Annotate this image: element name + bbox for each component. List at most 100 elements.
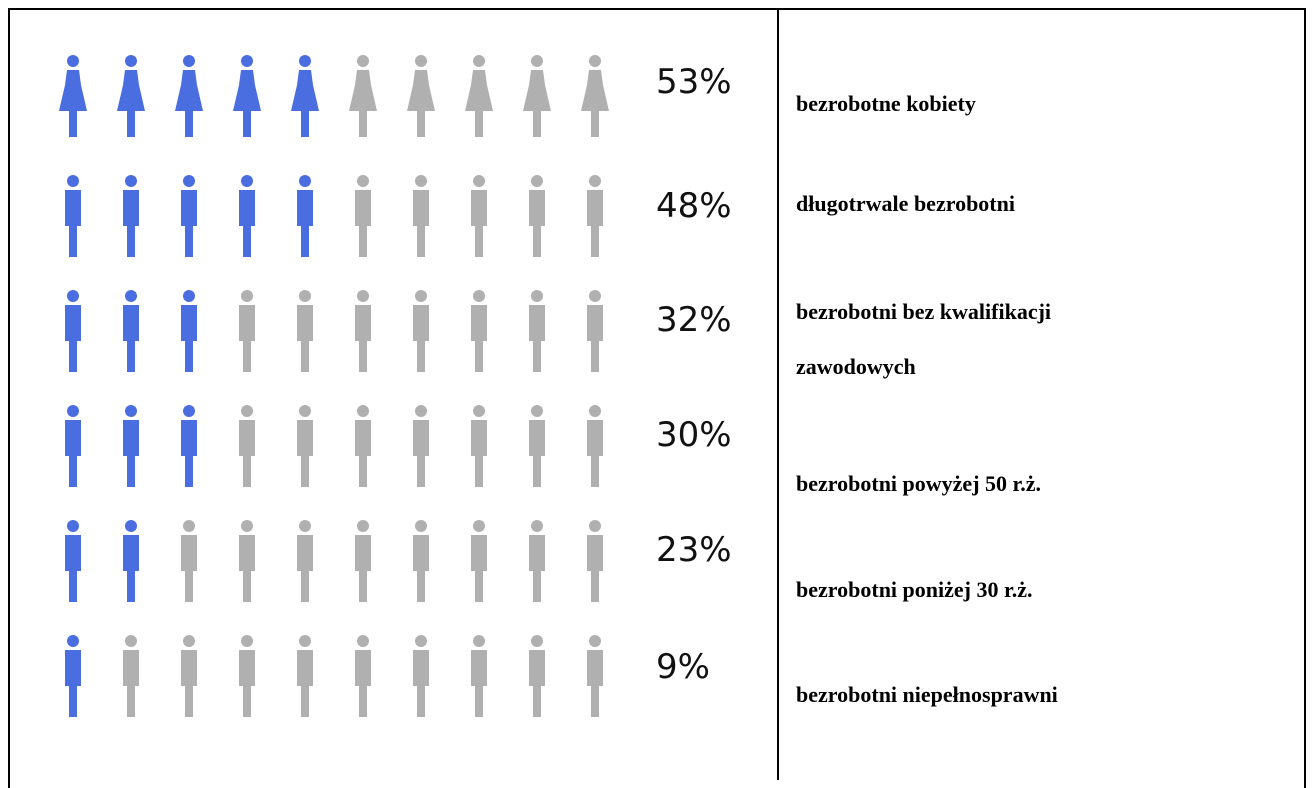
icon-legs [359,685,367,717]
icon-legs [243,111,251,137]
icon-head [241,405,253,417]
category-label: długotrwale bezrobotni [796,191,1015,216]
icon [355,635,371,717]
icon-legs [591,340,599,372]
icon [181,635,197,717]
value-label: 30% [656,415,732,455]
icon-legs [359,225,367,257]
icon-head [183,290,195,302]
icon-head [589,405,601,417]
icon-legs [533,111,541,137]
icon-body [123,420,139,456]
icon-legs [301,455,309,487]
value-label: 23% [656,530,732,570]
icon-row [65,520,603,602]
icon-legs [185,111,193,137]
icon-body [65,535,81,571]
icon [297,290,313,372]
icon-legs [301,340,309,372]
icon-legs [475,455,483,487]
icon [471,175,487,257]
icon-body [587,650,603,686]
icon-body [59,70,87,111]
icon-body [529,305,545,341]
value-label: 9% [656,647,710,687]
icon [123,175,139,257]
icon-legs [417,111,425,137]
icon-legs [591,570,599,602]
icon-legs [69,685,77,717]
icon-body [123,305,139,341]
icon-head [125,290,137,302]
icon-legs [533,685,541,717]
icon-head [415,405,427,417]
icon-head [183,55,195,67]
icon [297,405,313,487]
icon-head [589,520,601,532]
icon-legs [243,340,251,372]
icon-legs [69,225,77,257]
icon-legs [359,340,367,372]
icon-head [299,55,311,67]
icon-legs [69,111,77,137]
icon-body [123,190,139,226]
category-label: bezrobotni poniżej 30 r.ż. [796,577,1033,602]
icon-legs [417,340,425,372]
icon-head [473,55,485,67]
icon-head [125,520,137,532]
icon [181,405,197,487]
icon-legs [185,225,193,257]
icon-head [67,55,79,67]
category-label: bezrobotni powyżej 50 r.ż. [796,471,1042,496]
icon-body [65,420,81,456]
icon [471,520,487,602]
icon-legs [301,111,309,137]
icon [65,405,81,487]
icon [239,175,255,257]
icon-body [587,305,603,341]
icon [529,290,545,372]
icon [413,290,429,372]
icon-body [297,305,313,341]
icon-head [473,635,485,647]
icon-row [59,55,609,137]
icon-legs [127,455,135,487]
icon-legs [417,455,425,487]
icon-legs [301,570,309,602]
icon-head [473,405,485,417]
icon-body [181,535,197,571]
icon-legs [417,225,425,257]
icon [355,405,371,487]
icon-legs [533,455,541,487]
icon [349,55,377,137]
icon [529,175,545,257]
icon-head [415,520,427,532]
icon-head [125,55,137,67]
icon-legs [127,225,135,257]
icon-head [531,175,543,187]
icon [65,635,81,717]
icon [233,55,261,137]
icon-head [299,175,311,187]
icon [123,405,139,487]
icon-head [531,405,543,417]
icon-head [531,520,543,532]
icon-body [239,190,255,226]
icon-legs [127,340,135,372]
icon-body [529,190,545,226]
icon-legs [591,455,599,487]
icon [587,520,603,602]
icon-head [531,55,543,67]
icon [529,405,545,487]
icon-legs [359,570,367,602]
icon [471,290,487,372]
icon-body [413,420,429,456]
icon-legs [533,225,541,257]
icon-legs [243,225,251,257]
icon-head [241,290,253,302]
icon-body [297,420,313,456]
icon-legs [127,570,135,602]
icon-head [589,290,601,302]
icon [175,55,203,137]
icon [471,635,487,717]
